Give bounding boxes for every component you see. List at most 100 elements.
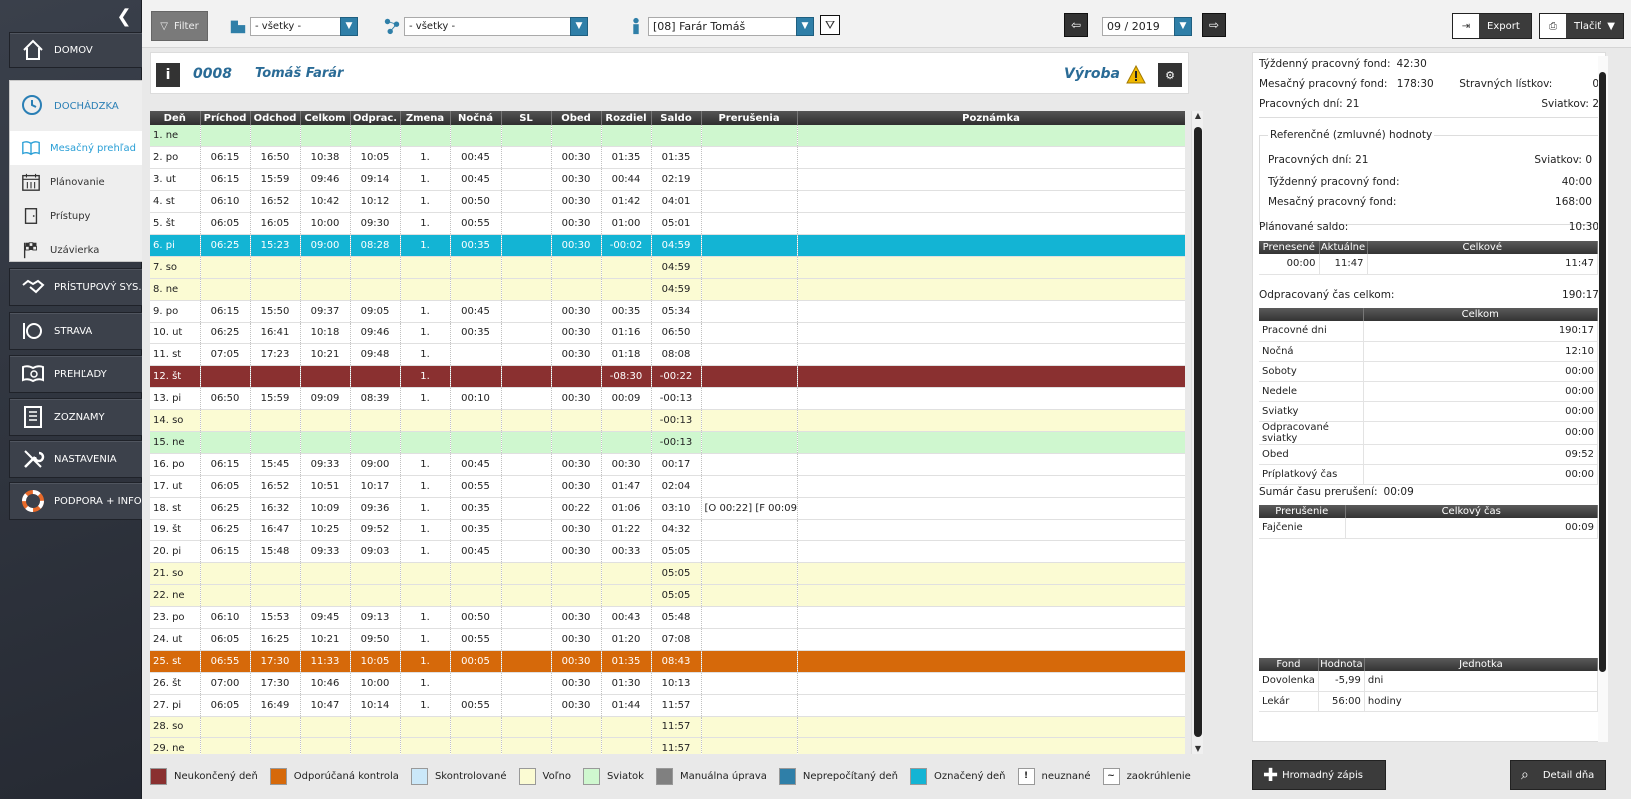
column-header[interactable]: Rozdiel: [601, 111, 652, 125]
day-row[interactable]: 1. ne: [150, 125, 1185, 148]
column-header[interactable]: Odprac.: [350, 111, 401, 125]
grid-cell: [701, 672, 798, 695]
day-row[interactable]: 8. ne 04:59: [150, 278, 1185, 301]
print-button[interactable]: ⎙ Tlačiť ▼: [1539, 13, 1624, 39]
column-header[interactable]: Prerušenia: [701, 111, 798, 125]
day-row[interactable]: 16. po 06:15 15:45 09:33 09:00 1. 00:45 00:30 00…: [150, 453, 1185, 476]
day-row[interactable]: 28. so 11:57: [150, 716, 1185, 739]
column-header[interactable]: Nočná: [450, 111, 502, 125]
day-row[interactable]: 15. ne -00:13: [150, 431, 1185, 454]
next-month-button[interactable]: ⇨: [1202, 13, 1226, 37]
grid-cell: 00:43: [601, 606, 652, 629]
grid-cell: 05:05: [651, 562, 702, 586]
ref-monthly-value: 168:00: [1555, 196, 1592, 208]
column-header[interactable]: Odchod: [250, 111, 301, 125]
subnav-uzavierka[interactable]: Uzávierka: [10, 233, 142, 267]
nav-domov[interactable]: DOMOV: [9, 32, 142, 68]
column-header[interactable]: Saldo: [651, 111, 702, 125]
column-header[interactable]: Obed: [551, 111, 602, 125]
summary-cell: Fajčenie: [1259, 518, 1346, 539]
column-header[interactable]: Zmena: [400, 111, 451, 125]
subnav-label: Mesačný prehľad: [50, 142, 137, 154]
day-row[interactable]: 25. st 06:55 17:30 11:33 10:05 1. 00:05 00:30 01…: [150, 650, 1185, 673]
day-row[interactable]: 10. ut 06:25 16:41 10:18 09:46 1. 00:35 00:30 01…: [150, 322, 1185, 345]
grid-cell: [O 00:22] [F 00:09]: [701, 497, 798, 520]
funnel-filter-icon[interactable]: ⛛: [820, 15, 840, 35]
day-row[interactable]: 4. st 06:10 16:52 10:42 10:12 1. 00:50 00:30 01:…: [150, 190, 1185, 214]
grid-cell: 00:35: [601, 300, 652, 323]
grid-cell: 00:30: [551, 694, 602, 717]
day-row[interactable]: 2. po 06:15 16:50 10:38 10:05 1. 00:45 00:30 01:…: [150, 146, 1185, 170]
day-row[interactable]: 18. st 06:25 16:32 10:09 09:36 1. 00:35 00:22 01…: [150, 497, 1185, 520]
chevron-down-icon[interactable]: ▼: [570, 17, 588, 36]
mass-entry-button[interactable]: ✚ Hromadný zápis: [1252, 760, 1386, 790]
summary-scrollbar[interactable]: [1598, 56, 1608, 742]
info-icon[interactable]: i: [156, 63, 180, 87]
column-header[interactable]: Poznámka: [797, 111, 1185, 125]
nav-zoznamy[interactable]: ZOZNAMY: [9, 398, 142, 436]
grid-cell: 00:30: [551, 234, 602, 257]
day-row[interactable]: 11. st 07:05 17:23 10:21 09:48 1. 00:30 01:18 08…: [150, 343, 1185, 367]
scroll-thumb[interactable]: [1599, 72, 1606, 672]
day-row[interactable]: 22. ne 05:05: [150, 584, 1185, 608]
group-select[interactable]: - všetky - ▼: [404, 17, 588, 36]
grid-scrollbar[interactable]: ▲ ▼: [1191, 111, 1203, 754]
subnav-planovanie[interactable]: Plánovanie: [10, 165, 142, 199]
collapse-sidebar-icon[interactable]: ❮: [116, 6, 132, 27]
day-row[interactable]: 3. ut 06:15 15:59 09:46 09:14 1. 00:45 00:30 00:…: [150, 168, 1185, 192]
day-row[interactable]: 12. št 1. -08:30 -00:22: [150, 365, 1185, 389]
day-row[interactable]: 21. so 05:05: [150, 562, 1185, 586]
employee-select[interactable]: [08] Farár Tomáš ▼: [648, 17, 814, 36]
checkered-flag-icon: [20, 239, 42, 261]
day-row[interactable]: 14. so -00:13: [150, 409, 1185, 432]
day-row[interactable]: 17. ut 06:05 16:52 10:51 10:17 1. 00:55 00:30 01…: [150, 475, 1185, 498]
day-row[interactable]: 24. ut 06:05 16:25 10:21 09:50 1. 00:55 00:30 01…: [150, 628, 1185, 651]
grid-cell: 26. št: [150, 672, 201, 695]
scroll-down-icon[interactable]: ▼: [1194, 744, 1202, 753]
month-select[interactable]: 09 / 2019 ▼: [1102, 17, 1192, 36]
column-header[interactable]: Príchod: [200, 111, 251, 125]
day-row[interactable]: 29. ne 11:57: [150, 737, 1185, 754]
nav-nastavenia[interactable]: NASTAVENIA: [9, 440, 142, 478]
grid-cell: [601, 256, 652, 279]
day-row[interactable]: 5. št 06:05 16:05 10:00 09:30 1. 00:55 00:30 01:…: [150, 212, 1185, 235]
grid-cell: 17:30: [250, 650, 301, 673]
scroll-thumb[interactable]: [1194, 127, 1202, 737]
subnav-pristupy[interactable]: Prístupy: [10, 199, 142, 233]
nav-pristupovy-sys[interactable]: PRÍSTUPOVÝ SYS.: [9, 268, 142, 306]
day-row[interactable]: 6. pi 06:25 15:23 09:00 08:28 1. 00:35 00:30 -00…: [150, 234, 1185, 257]
day-row[interactable]: 9. po 06:15 15:50 09:37 09:05 1. 00:45 00:30 00:…: [150, 300, 1185, 323]
filter-button[interactable]: ▽ Filter: [151, 11, 208, 41]
day-row[interactable]: 26. št 07:00 17:30 10:46 10:00 1. 00:30 01:30 10…: [150, 672, 1185, 695]
nav-prehlady[interactable]: PREHĽADY: [9, 355, 142, 393]
grid-cell: [350, 716, 401, 739]
column-header[interactable]: SL: [501, 111, 552, 125]
grid-cell: 09:48: [350, 343, 401, 367]
column-header[interactable]: Deň: [150, 111, 201, 125]
day-row[interactable]: 20. pi 06:15 15:48 09:33 09:03 1. 00:45 00:30 00…: [150, 540, 1185, 564]
scroll-up-icon[interactable]: ▲: [1194, 111, 1202, 120]
day-detail-button[interactable]: ⌕ Detail dňa: [1510, 760, 1606, 790]
warning-icon[interactable]: [1126, 65, 1146, 85]
grid-cell: [701, 168, 798, 192]
subnav-mesacny-prehlad[interactable]: Mesačný prehľad: [10, 131, 142, 165]
legend-label: Sviatok: [606, 770, 644, 782]
hierarchy-icon: ⚙: [1165, 68, 1175, 82]
department-select[interactable]: - všetky - ▼: [250, 17, 358, 36]
chevron-down-icon[interactable]: ▼: [1174, 17, 1192, 36]
day-row[interactable]: 27. pi 06:05 16:49 10:47 10:14 1. 00:55 00:30 01…: [150, 694, 1185, 717]
day-row[interactable]: 13. pi 06:50 15:59 09:09 08:39 1. 00:10 00:30 00…: [150, 387, 1185, 411]
prev-month-button[interactable]: ⇦: [1064, 13, 1088, 37]
day-row[interactable]: 19. št 06:25 16:47 10:25 09:52 1. 00:35 00:30 01…: [150, 519, 1185, 542]
day-row[interactable]: 23. po 06:10 15:53 09:45 09:13 1. 00:50 00:30 00…: [150, 606, 1185, 629]
export-button[interactable]: ⇥ Export: [1452, 13, 1532, 39]
nav-strava[interactable]: STRAVA: [9, 312, 142, 350]
day-row[interactable]: 7. so 04:59: [150, 256, 1185, 279]
nav-podpora[interactable]: PODPORA + INFO: [9, 482, 142, 520]
chevron-down-icon[interactable]: ▼: [340, 17, 358, 36]
nav-dochadzka[interactable]: DOCHÁDZKA: [10, 81, 142, 131]
chevron-down-icon[interactable]: ▼: [796, 17, 814, 36]
summary-cell: Nedele: [1259, 381, 1364, 402]
hierarchy-button[interactable]: ⚙: [1158, 63, 1182, 87]
column-header[interactable]: Celkom: [300, 111, 351, 125]
